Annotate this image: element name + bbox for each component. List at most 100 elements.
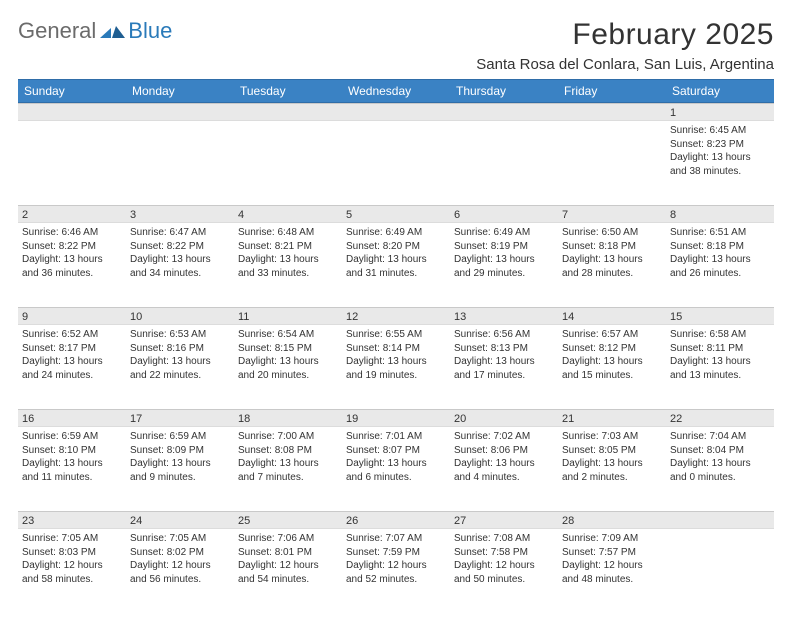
day-number: 5 <box>342 205 450 223</box>
day-cell: Sunrise: 7:03 AMSunset: 8:05 PMDaylight:… <box>558 427 666 511</box>
day-number: 19 <box>342 409 450 427</box>
day-info-line: Sunset: 8:13 PM <box>454 342 554 356</box>
day-cell <box>666 529 774 613</box>
week-row: Sunrise: 6:45 AMSunset: 8:23 PMDaylight:… <box>18 121 774 205</box>
weekday-header: Thursday <box>450 80 558 103</box>
day-cell: Sunrise: 6:57 AMSunset: 8:12 PMDaylight:… <box>558 325 666 409</box>
day-number: 8 <box>666 205 774 223</box>
day-info-line: Sunset: 8:23 PM <box>670 138 770 152</box>
day-info-line: Daylight: 13 hours and 38 minutes. <box>670 151 770 178</box>
day-number <box>558 103 666 121</box>
day-cell: Sunrise: 7:08 AMSunset: 7:58 PMDaylight:… <box>450 529 558 613</box>
day-cell: Sunrise: 7:06 AMSunset: 8:01 PMDaylight:… <box>234 529 342 613</box>
day-info-line: Daylight: 13 hours and 24 minutes. <box>22 355 122 382</box>
day-cell: Sunrise: 6:49 AMSunset: 8:19 PMDaylight:… <box>450 223 558 307</box>
day-info-line: Sunset: 8:15 PM <box>238 342 338 356</box>
weekday-header: Monday <box>126 80 234 103</box>
day-info-line: Daylight: 13 hours and 26 minutes. <box>670 253 770 280</box>
day-number: 10 <box>126 307 234 325</box>
calendar-page: General Blue February 2025 Santa Rosa de… <box>0 0 792 623</box>
day-info-line: Sunrise: 7:01 AM <box>346 430 446 444</box>
day-info-line: Daylight: 13 hours and 0 minutes. <box>670 457 770 484</box>
day-info-line: Daylight: 13 hours and 22 minutes. <box>130 355 230 382</box>
calendar-body: 1Sunrise: 6:45 AMSunset: 8:23 PMDaylight… <box>18 103 774 614</box>
logo-text-blue: Blue <box>128 18 172 44</box>
day-number: 12 <box>342 307 450 325</box>
day-info-line: Daylight: 13 hours and 33 minutes. <box>238 253 338 280</box>
day-info-line: Sunrise: 7:06 AM <box>238 532 338 546</box>
daynum-row: 9101112131415 <box>18 307 774 325</box>
day-number: 20 <box>450 409 558 427</box>
title-block: February 2025 Santa Rosa del Conlara, Sa… <box>476 18 774 73</box>
day-info-line: Sunset: 8:10 PM <box>22 444 122 458</box>
day-info-line: Sunset: 8:14 PM <box>346 342 446 356</box>
day-info-line: Daylight: 13 hours and 36 minutes. <box>22 253 122 280</box>
day-cell: Sunrise: 6:54 AMSunset: 8:15 PMDaylight:… <box>234 325 342 409</box>
day-cell <box>450 121 558 205</box>
day-info-line: Sunrise: 7:09 AM <box>562 532 662 546</box>
logo: General Blue <box>18 18 172 44</box>
day-info-line: Sunset: 8:18 PM <box>670 240 770 254</box>
day-number: 7 <box>558 205 666 223</box>
day-number: 24 <box>126 511 234 529</box>
day-cell: Sunrise: 6:50 AMSunset: 8:18 PMDaylight:… <box>558 223 666 307</box>
daynum-row: 1 <box>18 103 774 122</box>
day-info-line: Daylight: 13 hours and 7 minutes. <box>238 457 338 484</box>
day-info-line: Sunrise: 6:51 AM <box>670 226 770 240</box>
day-info-line: Sunset: 8:16 PM <box>130 342 230 356</box>
day-number: 3 <box>126 205 234 223</box>
day-cell: Sunrise: 7:04 AMSunset: 8:04 PMDaylight:… <box>666 427 774 511</box>
day-info-line: Daylight: 13 hours and 19 minutes. <box>346 355 446 382</box>
day-info-line: Sunset: 8:02 PM <box>130 546 230 560</box>
day-number: 14 <box>558 307 666 325</box>
day-info-line: Sunset: 8:05 PM <box>562 444 662 458</box>
week-row: Sunrise: 7:05 AMSunset: 8:03 PMDaylight:… <box>18 529 774 613</box>
day-info-line: Sunset: 8:12 PM <box>562 342 662 356</box>
day-info-line: Sunrise: 6:59 AM <box>130 430 230 444</box>
day-info-line: Sunset: 7:59 PM <box>346 546 446 560</box>
day-number: 27 <box>450 511 558 529</box>
day-number: 11 <box>234 307 342 325</box>
day-number: 22 <box>666 409 774 427</box>
day-info-line: Sunrise: 6:58 AM <box>670 328 770 342</box>
day-info-line: Daylight: 12 hours and 50 minutes. <box>454 559 554 586</box>
day-cell: Sunrise: 7:02 AMSunset: 8:06 PMDaylight:… <box>450 427 558 511</box>
day-number: 18 <box>234 409 342 427</box>
day-info-line: Daylight: 13 hours and 13 minutes. <box>670 355 770 382</box>
day-cell: Sunrise: 6:59 AMSunset: 8:10 PMDaylight:… <box>18 427 126 511</box>
logo-text-general: General <box>18 18 96 44</box>
day-info-line: Sunrise: 6:55 AM <box>346 328 446 342</box>
day-number <box>126 103 234 121</box>
day-number: 23 <box>18 511 126 529</box>
day-info-line: Daylight: 13 hours and 9 minutes. <box>130 457 230 484</box>
day-number <box>234 103 342 121</box>
day-info-line: Daylight: 12 hours and 52 minutes. <box>346 559 446 586</box>
day-number: 25 <box>234 511 342 529</box>
day-info-line: Daylight: 13 hours and 2 minutes. <box>562 457 662 484</box>
weekday-row: SundayMondayTuesdayWednesdayThursdayFrid… <box>18 80 774 103</box>
day-cell: Sunrise: 6:58 AMSunset: 8:11 PMDaylight:… <box>666 325 774 409</box>
day-cell: Sunrise: 7:09 AMSunset: 7:57 PMDaylight:… <box>558 529 666 613</box>
day-number: 6 <box>450 205 558 223</box>
day-info-line: Sunset: 8:22 PM <box>22 240 122 254</box>
day-info-line: Daylight: 13 hours and 11 minutes. <box>22 457 122 484</box>
daynum-row: 232425262728 <box>18 511 774 529</box>
day-info-line: Sunset: 8:01 PM <box>238 546 338 560</box>
day-info-line: Sunset: 8:04 PM <box>670 444 770 458</box>
day-number: 4 <box>234 205 342 223</box>
weekday-header: Sunday <box>18 80 126 103</box>
day-info-line: Daylight: 13 hours and 6 minutes. <box>346 457 446 484</box>
day-cell: Sunrise: 7:01 AMSunset: 8:07 PMDaylight:… <box>342 427 450 511</box>
day-info-line: Daylight: 13 hours and 4 minutes. <box>454 457 554 484</box>
day-info-line: Sunrise: 7:02 AM <box>454 430 554 444</box>
day-info-line: Daylight: 12 hours and 58 minutes. <box>22 559 122 586</box>
day-cell: Sunrise: 6:59 AMSunset: 8:09 PMDaylight:… <box>126 427 234 511</box>
day-info-line: Sunrise: 6:59 AM <box>22 430 122 444</box>
day-info-line: Sunset: 8:07 PM <box>346 444 446 458</box>
day-info-line: Daylight: 12 hours and 56 minutes. <box>130 559 230 586</box>
day-cell <box>126 121 234 205</box>
day-info-line: Sunset: 8:03 PM <box>22 546 122 560</box>
day-info-line: Sunset: 8:20 PM <box>346 240 446 254</box>
day-number: 9 <box>18 307 126 325</box>
day-info-line: Sunset: 8:11 PM <box>670 342 770 356</box>
